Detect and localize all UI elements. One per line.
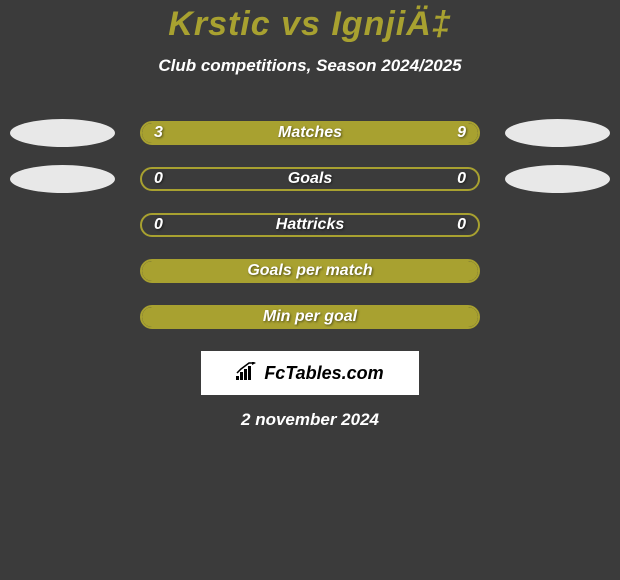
stat-row: 3 Matches 9 (0, 121, 620, 145)
stat-row: Goals per match (0, 259, 620, 283)
stat-label: Hattricks (276, 216, 344, 234)
stat-value-right: 9 (457, 124, 466, 142)
stats-container: 3 Matches 9 0 Goals 0 0 Hattricks 0 Goals per mat… (0, 121, 620, 329)
logo: FcTables.com (236, 362, 383, 385)
stat-label: Goals (288, 170, 332, 188)
logo-text: FcTables.com (264, 363, 383, 384)
comparison-title: Krstic vs IgnjiÄ‡ (0, 5, 620, 44)
player-left-oval (10, 119, 115, 147)
stat-row: Min per goal (0, 305, 620, 329)
chart-icon (236, 362, 258, 385)
bar-fill-right (219, 123, 478, 143)
player-right-oval (505, 119, 610, 147)
date-label: 2 november 2024 (0, 410, 620, 430)
stat-bar: 0 Hattricks 0 (140, 213, 480, 237)
stat-bar: 3 Matches 9 (140, 121, 480, 145)
stat-label: Min per goal (263, 308, 357, 326)
stat-value-right: 0 (457, 170, 466, 188)
stat-value-left: 3 (154, 124, 163, 142)
stat-label: Goals per match (247, 262, 372, 280)
stat-bar: 0 Goals 0 (140, 167, 480, 191)
stat-bar: Min per goal (140, 305, 480, 329)
stat-label: Matches (278, 124, 342, 142)
stat-row: 0 Hattricks 0 (0, 213, 620, 237)
logo-box[interactable]: FcTables.com (201, 351, 419, 395)
player-right-oval (505, 165, 610, 193)
stat-bar: Goals per match (140, 259, 480, 283)
comparison-subtitle: Club competitions, Season 2024/2025 (0, 56, 620, 76)
stat-value-left: 0 (154, 170, 163, 188)
stat-value-left: 0 (154, 216, 163, 234)
stat-row: 0 Goals 0 (0, 167, 620, 191)
stat-value-right: 0 (457, 216, 466, 234)
player-left-oval (10, 165, 115, 193)
